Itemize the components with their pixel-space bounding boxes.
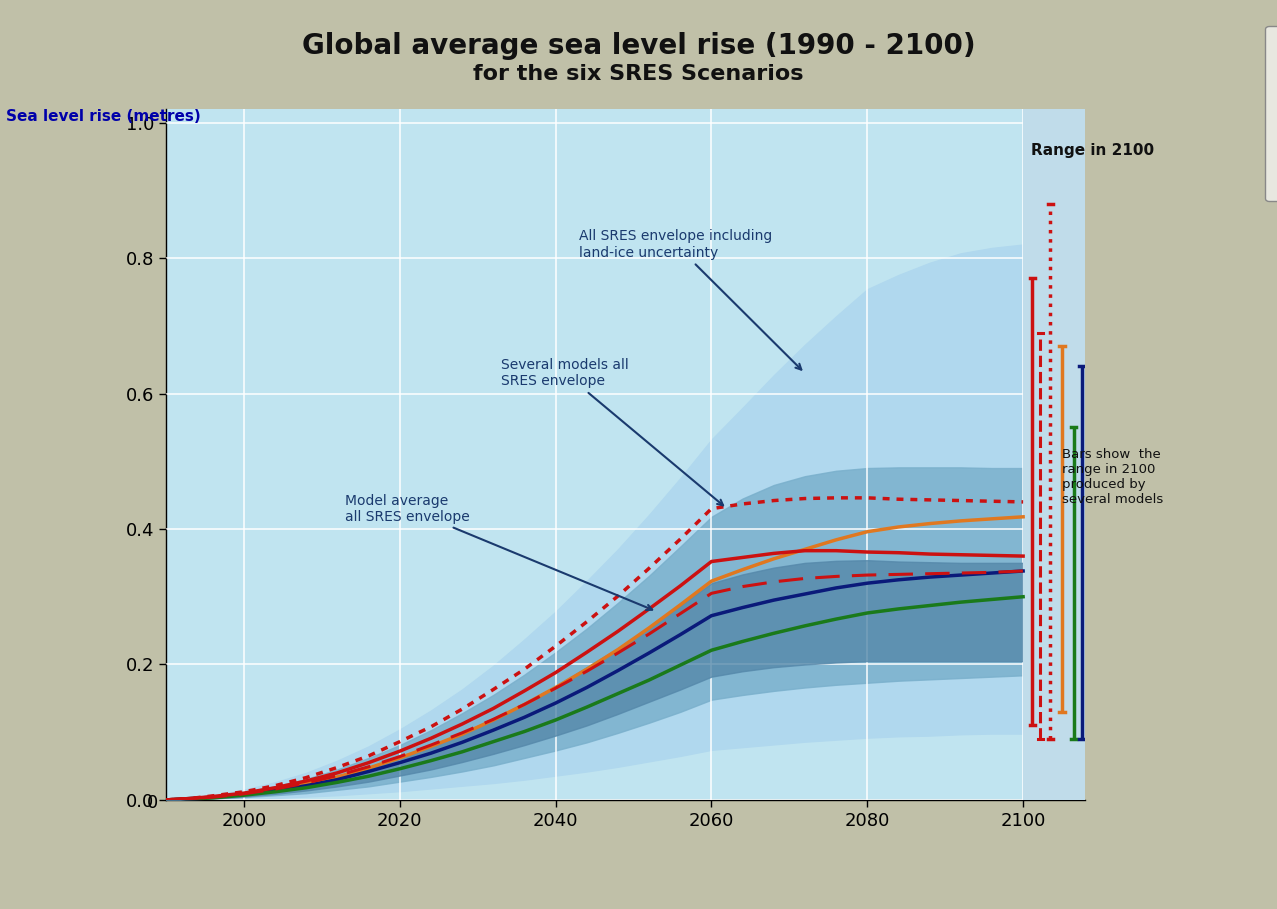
Text: Bars show  the
range in 2100
produced by
several models: Bars show the range in 2100 produced by … — [1062, 448, 1163, 505]
Bar — [1023, 109, 1085, 800]
Text: Global average sea level rise (1990 - 2100): Global average sea level rise (1990 - 21… — [301, 32, 976, 60]
Text: for the six SRES Scenarios: for the six SRES Scenarios — [474, 64, 803, 84]
Text: Model average
all SRES envelope: Model average all SRES envelope — [345, 494, 653, 610]
Legend: A1, A1T, A1FI, A2, B1, B2: A1, A1T, A1FI, A2, B1, B2 — [1266, 25, 1277, 201]
Text: 0: 0 — [147, 794, 158, 812]
Text: Several models all
SRES envelope: Several models all SRES envelope — [501, 358, 723, 505]
Text: Range in 2100: Range in 2100 — [1031, 143, 1154, 158]
Text: Sea level rise (metres): Sea level rise (metres) — [6, 109, 202, 125]
Text: All SRES envelope including
land-ice uncertainty: All SRES envelope including land-ice unc… — [578, 229, 802, 370]
